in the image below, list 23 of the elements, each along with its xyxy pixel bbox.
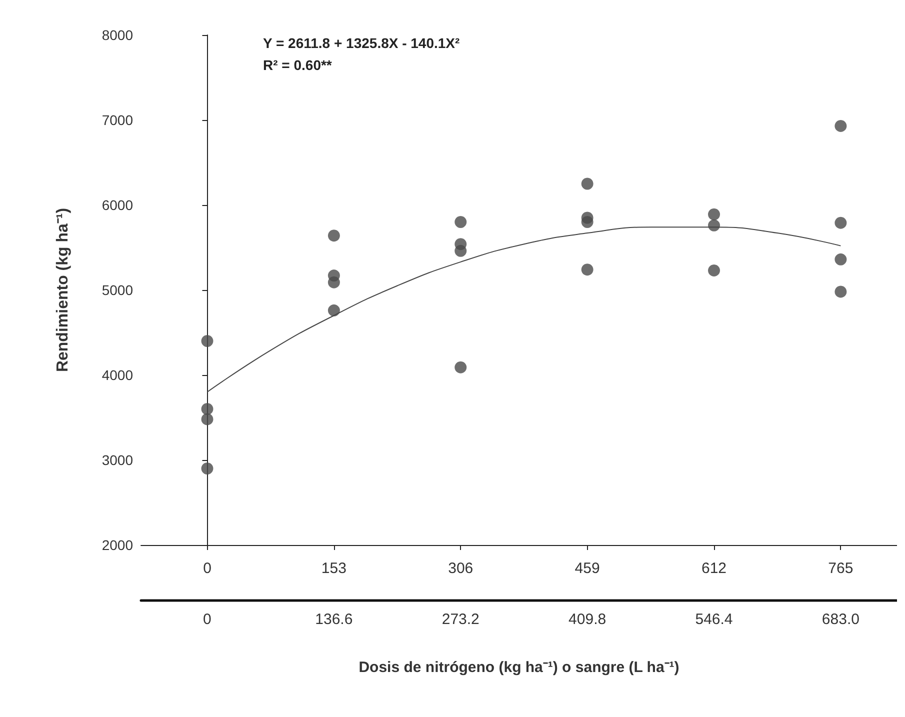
y-tick-label: 8000: [102, 27, 134, 43]
y-tick-label: 6000: [102, 197, 134, 213]
x-tick-label: 459: [574, 560, 600, 577]
x-tick-label: 765: [828, 560, 854, 577]
y-tick-label: 7000: [102, 112, 134, 128]
y-tick-label: 5000: [102, 282, 134, 298]
x2-tick-label: 136.6: [315, 611, 353, 628]
x2-tick-label: 546.4: [695, 611, 733, 628]
y-tick-label: 2000: [102, 537, 134, 553]
annotation: R² = 0.60**: [263, 57, 332, 73]
x-axis-title: Dosis de nitrógeno (kg ha⁻¹) o sangre (L ha⁻¹): [358, 659, 680, 676]
y-tick-label: 3000: [102, 452, 134, 468]
x2-tick-label: 0: [203, 611, 212, 628]
x2-tick-label: 409.8: [568, 611, 606, 628]
x2-tick-label: 683.0: [822, 611, 860, 628]
x-tick-label: 0: [203, 560, 212, 577]
x2-tick-label: 273.2: [442, 611, 480, 628]
y-tick-label: 4000: [102, 367, 134, 383]
x-tick-label: 612: [701, 560, 727, 577]
y-axis-title: Rendimiento (kg ha⁻¹): [54, 208, 72, 372]
x-tick-label: 306: [448, 560, 474, 577]
x-tick-label: 153: [321, 560, 346, 577]
annotation: Y = 2611.8 + 1325.8X - 140.1X²: [263, 35, 460, 51]
